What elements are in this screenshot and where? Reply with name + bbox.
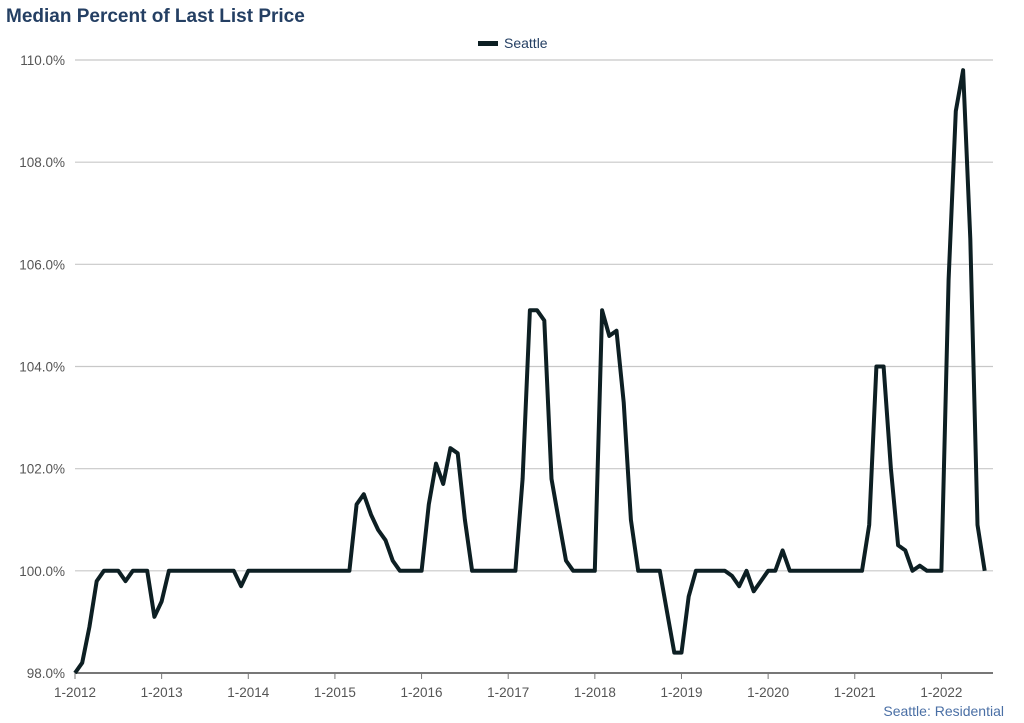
y-tick-label: 110.0% [20, 53, 65, 68]
series-line-seattle [73, 68, 987, 675]
x-tick-label: 1-2013 [141, 685, 183, 700]
x-tick-label: 1-2015 [314, 685, 356, 700]
y-tick-label: 98.0% [27, 666, 65, 681]
y-tick-label: 100.0% [19, 564, 65, 579]
x-tick-label: 1-2021 [834, 685, 876, 700]
y-tick-label: 106.0% [19, 257, 65, 272]
legend: Seattle [478, 35, 548, 51]
chart-footer: Seattle: Residential [883, 703, 1004, 719]
x-tick-label: 1-2017 [487, 685, 529, 700]
y-tick-label: 104.0% [19, 360, 65, 375]
x-tick-label: 1-2018 [574, 685, 616, 700]
chart-title: Median Percent of Last List Price [6, 6, 305, 27]
x-tick-label: 1-2022 [920, 685, 962, 700]
x-tick-label: 1-2016 [401, 685, 443, 700]
x-tick-label: 1-2019 [660, 685, 702, 700]
x-tick-label: 1-2020 [747, 685, 789, 700]
legend-swatch [478, 40, 498, 46]
y-tick-label: 102.0% [19, 462, 65, 477]
x-tick-label: 1-2012 [54, 685, 96, 700]
x-tick-label: 1-2014 [227, 685, 270, 700]
y-tick-label: 108.0% [19, 155, 65, 170]
legend-label: Seattle [504, 35, 548, 51]
